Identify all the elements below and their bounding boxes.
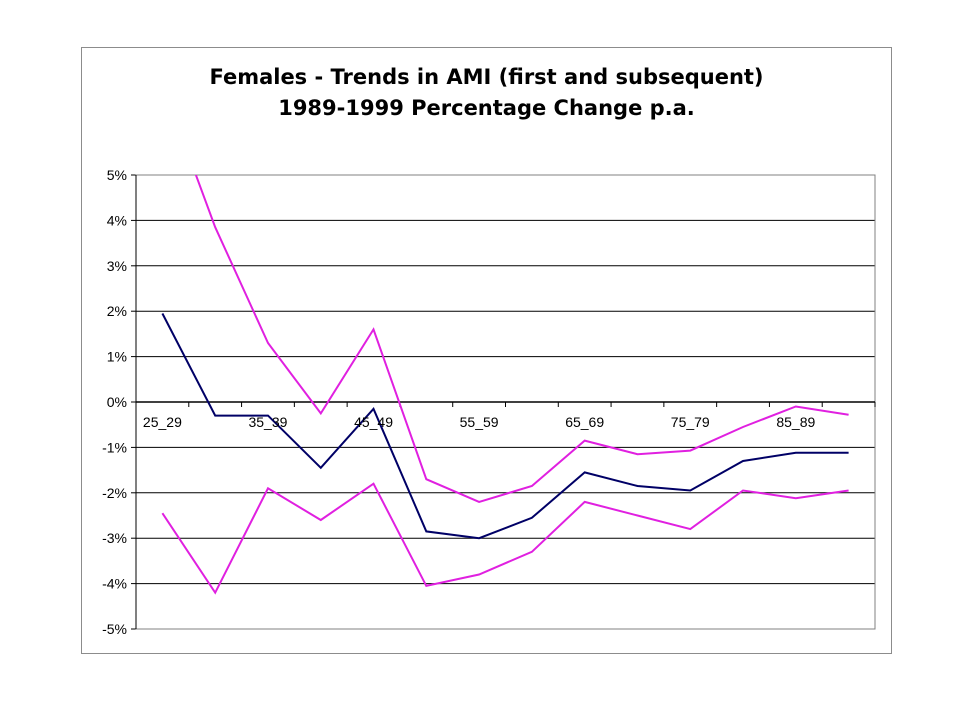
- y-tick-label: -1%: [102, 439, 127, 455]
- y-tick-label: 4%: [107, 212, 127, 228]
- y-tick-label: 1%: [107, 349, 127, 365]
- chart-title: Females - Trends in AMI (first and subse…: [209, 65, 764, 89]
- x-tick-label: 45_49: [354, 414, 393, 430]
- y-tick-label: 2%: [107, 303, 127, 319]
- chart-subtitle: 1989-1999 Percentage Change p.a.: [278, 96, 695, 120]
- x-tick-label: 55_59: [460, 414, 499, 430]
- y-tick-label: -5%: [102, 621, 127, 637]
- x-tick-label: 85_89: [776, 414, 815, 430]
- y-tick-label: 5%: [107, 167, 127, 183]
- y-tick-label: 0%: [107, 394, 127, 410]
- x-tick-label: 75_79: [671, 414, 710, 430]
- series-line-1: [161, 313, 849, 540]
- series-line-2: [194, 175, 849, 503]
- chart-frame: Females - Trends in AMI (first and subse…: [81, 47, 892, 654]
- x-tick-label: 65_69: [565, 414, 604, 430]
- y-tick-label: -2%: [102, 485, 127, 501]
- y-tick-label: -3%: [102, 530, 127, 546]
- y-tick-label: -4%: [102, 576, 127, 592]
- series-line-3: [161, 482, 849, 595]
- line-chart: 5% 4% 3% 2% 1% 0% -1% -2% -3% -4% -5% 25_29 35_39 45_…: [102, 167, 876, 637]
- chart-title-block: Females - Trends in AMI (first and subse…: [82, 62, 891, 124]
- x-tick-label: 25_29: [143, 414, 182, 430]
- y-tick-label: 3%: [107, 258, 127, 274]
- x-tick-label: 35_39: [248, 414, 287, 430]
